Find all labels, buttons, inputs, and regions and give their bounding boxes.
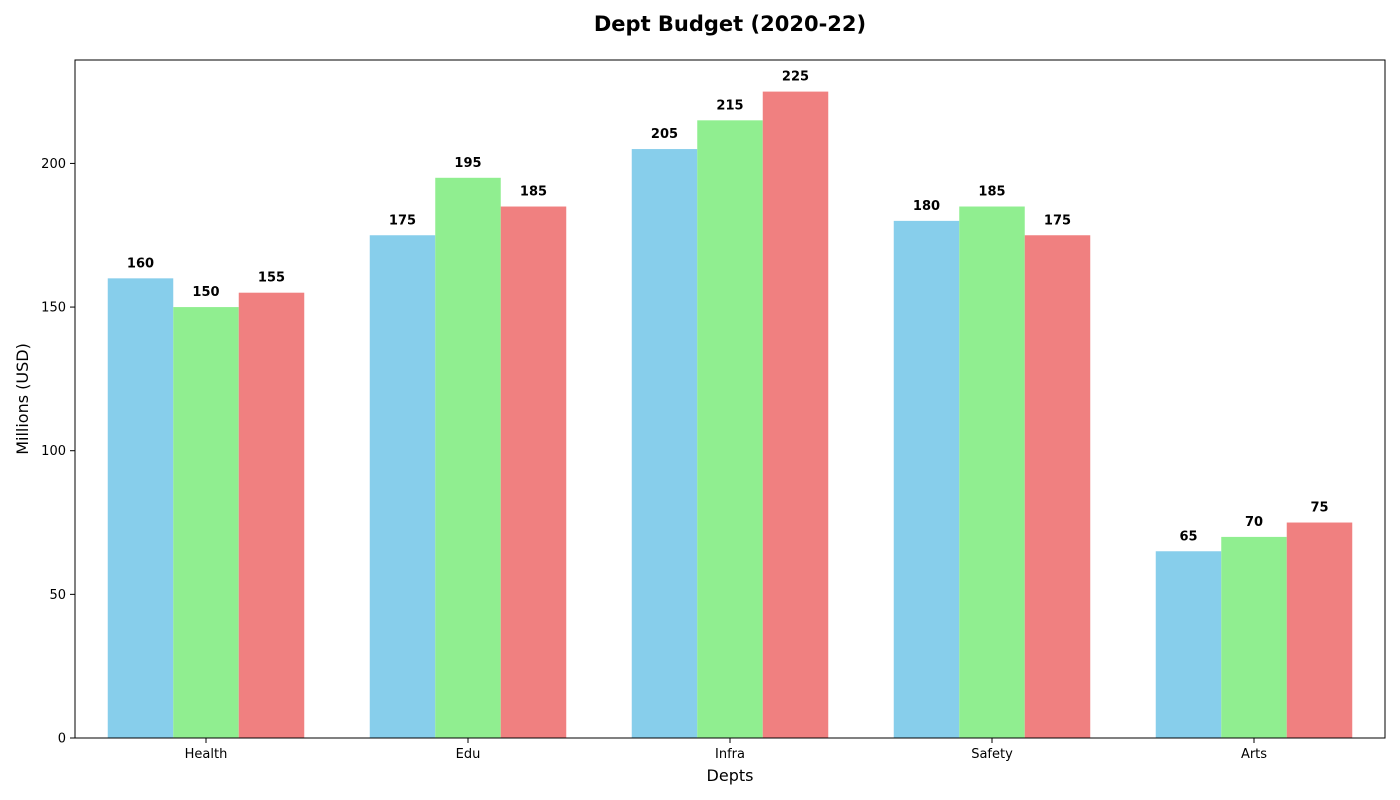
bar-edu-series-2 xyxy=(435,177,501,739)
bar-arts-series-3 xyxy=(1286,522,1353,738)
y-axis-label: Millions (USD) xyxy=(13,343,32,455)
bar-safety-series-3 xyxy=(1024,235,1091,738)
data-label: 205 xyxy=(651,127,678,142)
data-label: 65 xyxy=(1179,529,1197,544)
data-label: 180 xyxy=(913,199,940,214)
x-axis-label: Depts xyxy=(707,766,754,785)
data-label: 160 xyxy=(127,256,154,271)
bar-health-series-3 xyxy=(238,292,305,738)
x-tick-label: Edu xyxy=(456,747,481,762)
data-label: 155 xyxy=(258,271,285,286)
y-tick-label: 150 xyxy=(41,301,66,316)
data-label: 175 xyxy=(1044,213,1071,228)
data-label: 175 xyxy=(389,213,416,228)
y-tick-label: 0 xyxy=(58,732,66,747)
bar-safety-series-1 xyxy=(893,220,960,738)
data-label: 185 xyxy=(978,185,1005,200)
bar-edu-series-3 xyxy=(500,206,567,738)
y-tick-label: 50 xyxy=(49,588,66,603)
data-label: 70 xyxy=(1245,515,1263,530)
y-tick-label: 100 xyxy=(41,444,66,459)
x-tick-label: Safety xyxy=(971,747,1013,762)
plot-area: 160 150 155 175 195 185 205 215 225 180 185 175 65 70… xyxy=(41,59,1386,762)
bar-safety-series-2 xyxy=(959,206,1025,738)
data-label: 185 xyxy=(520,185,547,200)
data-label: 195 xyxy=(454,156,481,171)
bar-health-series-1 xyxy=(107,278,174,738)
data-label: 215 xyxy=(716,98,743,113)
chart-title: Dept Budget (2020-22) xyxy=(594,12,866,36)
y-tick-label: 200 xyxy=(41,157,66,172)
x-tick-label: Arts xyxy=(1241,747,1267,762)
data-label: 75 xyxy=(1310,501,1328,516)
x-tick-label: Health xyxy=(185,747,228,762)
bar-arts-series-2 xyxy=(1221,536,1287,738)
bar-infra-series-3 xyxy=(762,91,829,739)
bar-health-series-2 xyxy=(173,307,239,738)
data-label: 225 xyxy=(782,70,809,85)
bar-infra-series-1 xyxy=(631,149,698,738)
bar-arts-series-1 xyxy=(1155,551,1222,738)
data-label: 150 xyxy=(192,285,219,300)
x-tick-label: Infra xyxy=(715,747,745,762)
bar-edu-series-1 xyxy=(369,235,436,738)
bar-infra-series-2 xyxy=(697,120,763,738)
